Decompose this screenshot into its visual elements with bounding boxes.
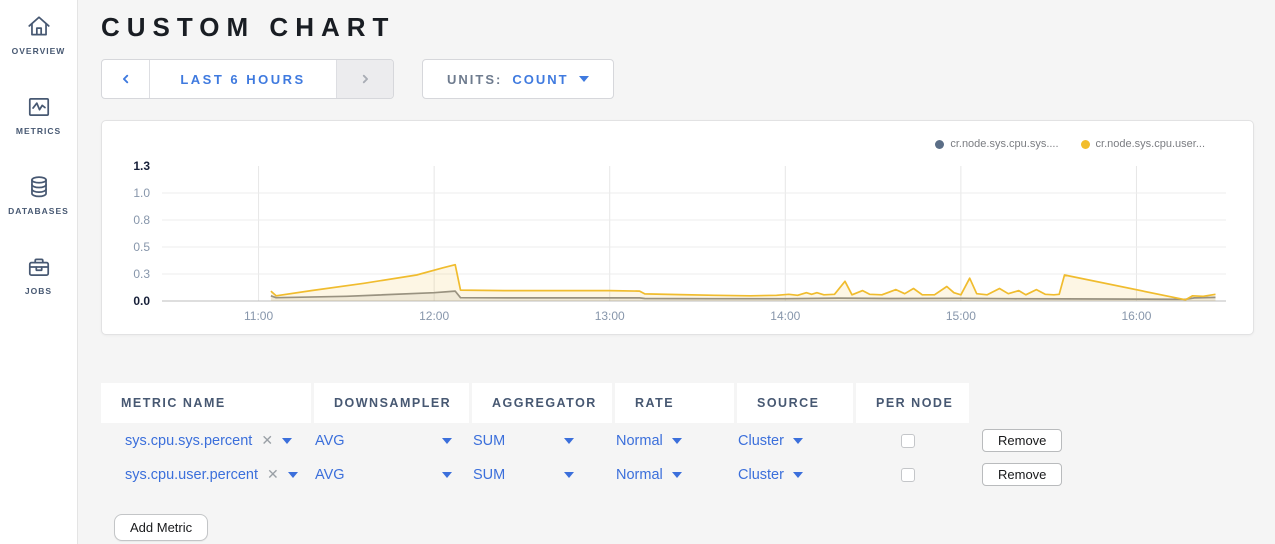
rate-value: Normal	[616, 432, 663, 449]
rate-select[interactable]: Normal	[616, 433, 682, 449]
caret-down-icon	[564, 437, 575, 444]
clear-metric-icon[interactable]: ✕	[267, 466, 279, 482]
chart-legend: cr.node.sys.cpu.sys.... cr.node.sys.cpu.…	[935, 138, 1205, 150]
col-header-rate: RATE	[615, 383, 734, 423]
sidebar-item-label: DATABASES	[8, 206, 69, 216]
downsampler-value: AVG	[315, 432, 345, 449]
sidebar-item-metrics[interactable]: METRICS	[0, 94, 77, 174]
add-metric-button[interactable]: Add Metric	[114, 514, 209, 541]
svg-text:15:00: 15:00	[946, 309, 976, 323]
svg-text:12:00: 12:00	[419, 309, 449, 323]
time-window-selector: LAST 6 HOURS	[101, 59, 394, 99]
svg-text:11:00: 11:00	[244, 309, 273, 323]
main-content: CUSTOM CHART LAST 6 HOURS UNITS: COUNT c…	[79, 0, 1275, 544]
caret-down-icon	[578, 76, 589, 82]
source-value: Cluster	[738, 432, 784, 449]
time-prev-button[interactable]	[102, 60, 149, 98]
clear-metric-icon[interactable]: ✕	[261, 432, 274, 448]
remove-button[interactable]: Remove	[982, 463, 1063, 486]
col-header-aggregator: AGGREGATOR	[472, 383, 612, 423]
legend-label: cr.node.sys.cpu.sys....	[950, 138, 1059, 150]
metrics-table: METRIC NAME DOWNSAMPLER AGGREGATOR RATE …	[101, 383, 1253, 541]
svg-text:0.8: 0.8	[133, 213, 150, 227]
svg-text:14:00: 14:00	[770, 309, 800, 323]
series-dot	[1080, 139, 1090, 149]
units-dropdown[interactable]: UNITS: COUNT	[422, 59, 614, 99]
units-label: UNITS:	[447, 71, 503, 87]
toolbar: LAST 6 HOURS UNITS: COUNT	[101, 59, 1253, 99]
series-dot	[935, 139, 945, 149]
svg-text:0.5: 0.5	[133, 240, 150, 254]
briefcase-icon	[28, 258, 49, 276]
caret-down-icon	[792, 471, 803, 478]
table-row: sys.cpu.user.percent ✕ AVG SUM Normal Cl…	[101, 458, 1253, 491]
svg-text:1.0: 1.0	[133, 186, 150, 200]
sidebar-item-label: METRICS	[15, 126, 62, 136]
metric-name-value[interactable]: sys.cpu.user.percent	[125, 466, 258, 483]
aggregator-value: SUM	[473, 466, 506, 483]
time-next-button[interactable]	[337, 60, 393, 98]
caret-down-icon	[441, 471, 452, 478]
legend-label: cr.node.sys.cpu.user...	[1095, 138, 1205, 150]
sidebar-item-databases[interactable]: DATABASES	[0, 174, 77, 254]
caret-down-icon	[792, 437, 803, 444]
metric-name-value[interactable]: sys.cpu.sys.percent	[125, 432, 253, 449]
rate-value: Normal	[616, 466, 663, 483]
sidebar-item-overview[interactable]: OVERVIEW	[0, 14, 77, 94]
downsampler-value: AVG	[315, 466, 345, 483]
rate-select[interactable]: Normal	[616, 467, 682, 483]
col-header-downsampler: DOWNSAMPLER	[314, 383, 469, 423]
remove-button[interactable]: Remove	[982, 429, 1063, 452]
svg-text:0.0: 0.0	[133, 294, 150, 308]
home-icon	[27, 16, 50, 36]
sidebar-item-label: JOBS	[24, 286, 53, 296]
svg-text:13:00: 13:00	[595, 309, 625, 323]
aggregator-value: SUM	[473, 432, 506, 449]
legend-item[interactable]: cr.node.sys.cpu.sys....	[935, 138, 1059, 150]
caret-down-icon[interactable]	[287, 471, 298, 478]
table-header-row: METRIC NAME DOWNSAMPLER AGGREGATOR RATE …	[101, 383, 1253, 423]
database-icon	[30, 176, 47, 198]
aggregator-select[interactable]: SUM	[473, 466, 575, 483]
sidebar-item-label: OVERVIEW	[11, 46, 66, 56]
caret-down-icon	[564, 471, 575, 478]
col-header-per-node: PER NODE	[856, 383, 969, 423]
downsampler-select[interactable]: AVG	[315, 467, 452, 483]
caret-down-icon	[671, 471, 682, 478]
source-value: Cluster	[738, 466, 784, 483]
svg-text:0.3: 0.3	[133, 267, 150, 281]
per-node-checkbox[interactable]	[901, 433, 915, 448]
table-row: sys.cpu.sys.percent ✕ AVG SUM Normal Clu…	[101, 424, 1253, 457]
source-select[interactable]: Cluster	[738, 433, 803, 449]
chevron-left-icon	[122, 74, 128, 84]
sidebar: OVERVIEW METRICS DATABASES JOBS	[0, 0, 78, 544]
sidebar-item-jobs[interactable]: JOBS	[0, 254, 77, 334]
line-chart-canvas: 11:00 12:00 13:00 14:00 15:00 16:00 0.0 0.3 0.5 0…	[133, 159, 1226, 323]
svg-text:1.3: 1.3	[133, 159, 150, 173]
source-select[interactable]: Cluster	[738, 467, 803, 483]
units-value: COUNT	[512, 71, 569, 87]
svg-text:16:00: 16:00	[1121, 309, 1151, 323]
col-header-source: SOURCE	[737, 383, 853, 423]
chart-card: cr.node.sys.cpu.sys.... cr.node.sys.cpu.…	[101, 120, 1254, 335]
page-title: CUSTOM CHART	[101, 12, 396, 42]
aggregator-select[interactable]: SUM	[473, 432, 575, 449]
caret-down-icon[interactable]	[282, 437, 293, 444]
col-header-metric-name: METRIC NAME	[101, 383, 311, 423]
metrics-icon	[28, 98, 49, 116]
downsampler-select[interactable]: AVG	[315, 433, 452, 449]
time-range-dropdown[interactable]: LAST 6 HOURS	[149, 60, 337, 98]
legend-item[interactable]: cr.node.sys.cpu.user...	[1080, 138, 1205, 150]
caret-down-icon	[441, 437, 452, 444]
caret-down-icon	[671, 437, 682, 444]
chevron-right-icon	[362, 74, 368, 84]
per-node-checkbox[interactable]	[901, 467, 915, 482]
